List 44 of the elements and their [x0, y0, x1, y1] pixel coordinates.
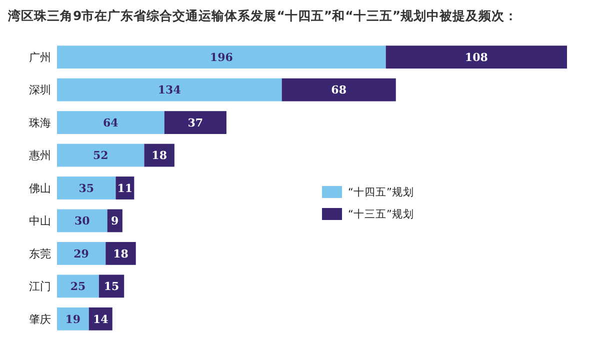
data-label: 9: [111, 214, 119, 228]
legend-label: “十四五”规划: [348, 186, 414, 199]
data-label: 18: [152, 149, 168, 162]
data-label: 19: [65, 312, 81, 326]
bar: [57, 111, 164, 134]
data-label: 30: [74, 214, 90, 228]
bar: [57, 144, 144, 167]
data-label: 11: [117, 182, 133, 195]
y-tick-label: 佛山: [29, 182, 51, 195]
y-tick-label: 深圳: [29, 84, 51, 97]
bar: [57, 209, 108, 232]
bar: [386, 46, 567, 69]
y-tick-label: 惠州: [28, 149, 51, 162]
data-label: 29: [74, 247, 89, 260]
bar: [57, 274, 99, 298]
y-tick-label: 珠海: [29, 116, 51, 130]
data-label: 108: [464, 50, 488, 64]
data-label: 52: [92, 149, 108, 162]
bar: [57, 242, 106, 265]
data-label: 15: [104, 280, 120, 294]
legend-label: “十三五”规划: [348, 208, 414, 221]
y-tick-label: 中山: [29, 214, 51, 228]
bar: [106, 242, 136, 265]
data-label: 37: [188, 116, 204, 130]
data-label: 25: [70, 280, 86, 294]
bar: [282, 78, 396, 102]
bar: [98, 274, 124, 298]
chart-title: 湾区珠三角9市在广东省综合交通运输体系发展“十四五”和“十三五”规划中被提及频次：: [7, 8, 518, 23]
data-label: 35: [78, 182, 94, 195]
data-label: 196: [210, 50, 234, 64]
y-tick-label: 广州: [29, 50, 51, 64]
data-label: 14: [92, 312, 109, 326]
data-label: 18: [113, 247, 129, 260]
data-label: 68: [331, 84, 347, 97]
bar: [57, 176, 116, 200]
y-tick-label: 江门: [29, 280, 51, 294]
data-label: 134: [158, 84, 182, 97]
y-tick-label: 东莞: [29, 247, 51, 260]
data-label: 64: [103, 116, 119, 130]
y-tick-label: 肇庆: [29, 312, 51, 326]
bar: [57, 46, 386, 69]
bar: [57, 78, 282, 102]
bar: [57, 307, 89, 330]
bar: [164, 111, 226, 134]
